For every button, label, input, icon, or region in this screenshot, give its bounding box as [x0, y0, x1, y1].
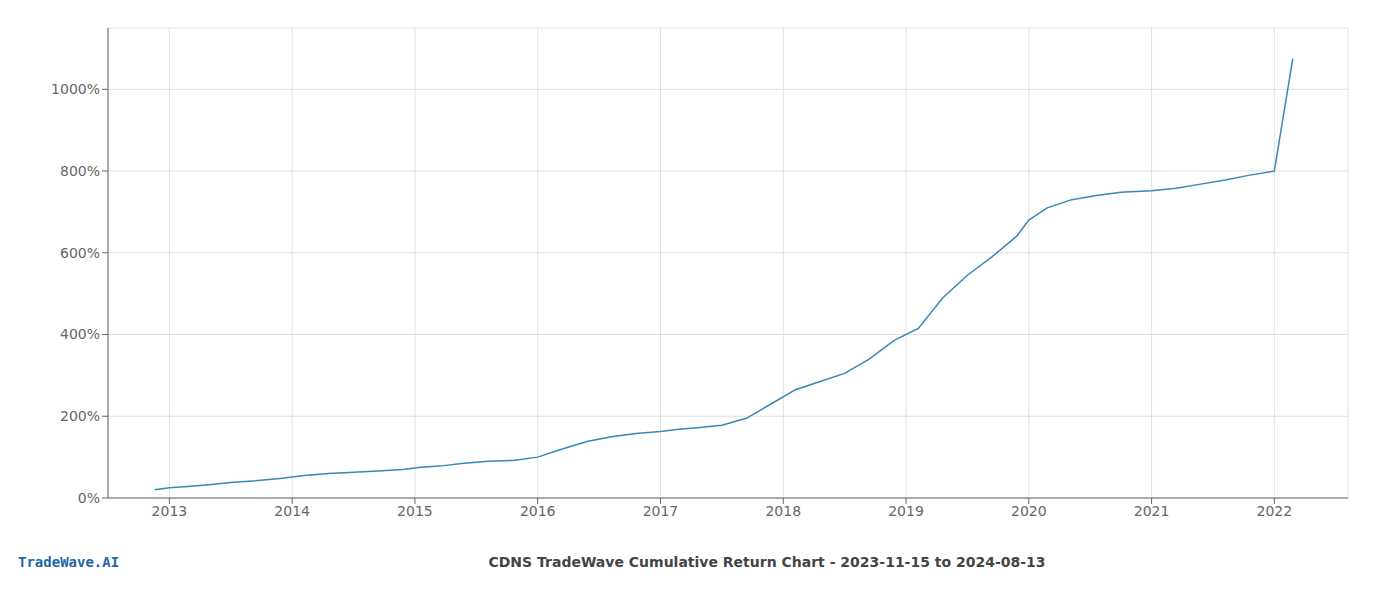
- svg-text:2017: 2017: [643, 503, 679, 519]
- svg-text:2015: 2015: [397, 503, 433, 519]
- svg-text:2016: 2016: [520, 503, 556, 519]
- svg-text:2013: 2013: [152, 503, 188, 519]
- svg-text:2014: 2014: [274, 503, 310, 519]
- svg-text:2019: 2019: [888, 503, 924, 519]
- html-text:CDNS TradeWave Cumulative Retu: CDNS TradeWave Cumulative Return Chart -…: [488, 554, 1046, 570]
- svg-text:2020: 2020: [1011, 503, 1047, 519]
- html-text:TradeWave.AI: TradeWave.AI: [18, 554, 120, 570]
- svg-text:400%: 400%: [60, 326, 100, 342]
- svg-text:1000%: 1000%: [51, 81, 100, 97]
- svg-text:600%: 600%: [60, 245, 100, 261]
- svg-text:2022: 2022: [1257, 503, 1293, 519]
- svg-text:2021: 2021: [1134, 503, 1170, 519]
- svg-text:0%: 0%: [78, 490, 100, 506]
- svg-text:2018: 2018: [765, 503, 801, 519]
- svg-text:200%: 200%: [60, 408, 100, 424]
- svg-text:800%: 800%: [60, 163, 100, 179]
